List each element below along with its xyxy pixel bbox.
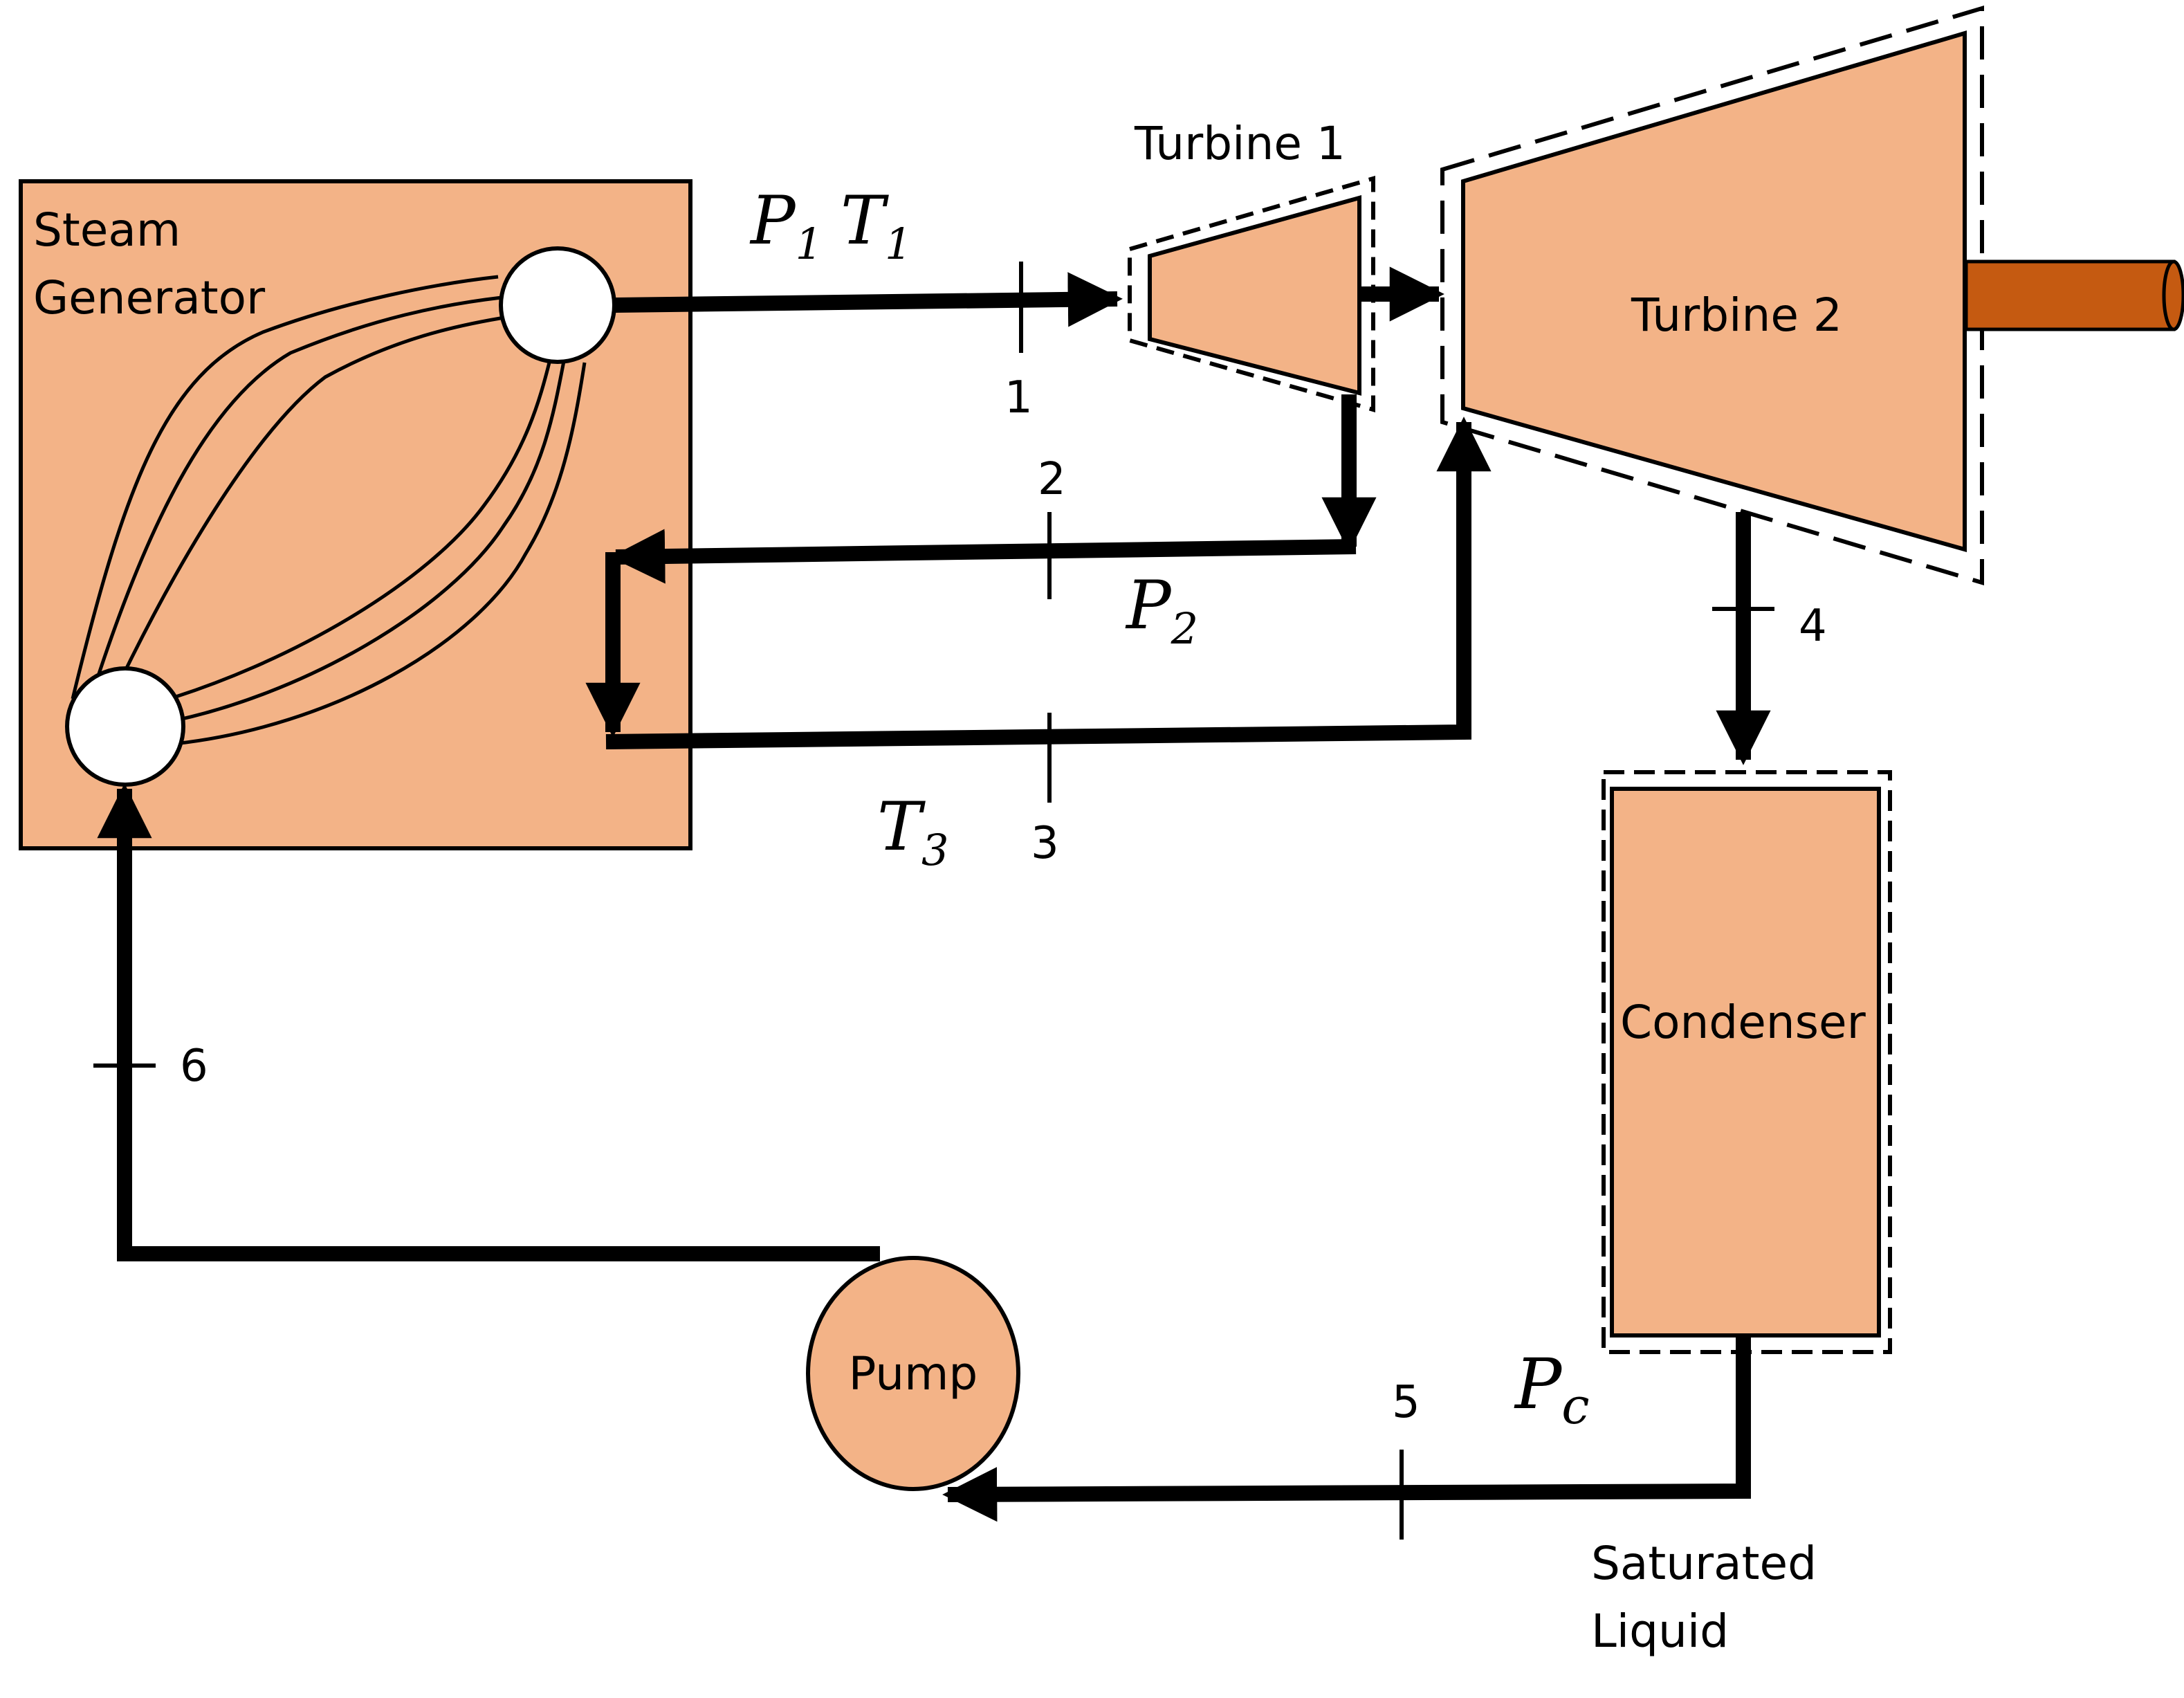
heat-exchanger-tubes — [71, 275, 587, 746]
state-label-2: 2 — [1038, 454, 1066, 505]
turbine-1: Turbine 1 — [1128, 117, 1375, 412]
water-drum — [65, 666, 185, 787]
state-label-4: 4 — [1799, 601, 1827, 652]
pump-label: Pump — [849, 1347, 978, 1400]
steam-generator-label: Steam Generator — [33, 203, 266, 325]
pipe-state-6 — [97, 783, 880, 1261]
piping — [97, 266, 1771, 1522]
turbine-2: Turbine 2 — [1440, 5, 1984, 586]
steam-drum — [499, 246, 616, 364]
state-point-labels: 1 2 3 4 5 6 — [180, 372, 1827, 1428]
variable-labels: P1 T1 P2 T3 Pc — [749, 182, 1590, 1435]
pipe-state-5 — [942, 1335, 1751, 1522]
state-label-3: 3 — [1031, 818, 1059, 869]
pipe-state-1 — [612, 272, 1123, 327]
var-p2: P2 — [1125, 567, 1198, 654]
steam-generator: Steam Generator — [19, 179, 692, 850]
turbine-1-label: Turbine 1 — [1134, 117, 1346, 170]
pipe-state-3 — [605, 417, 1492, 749]
pipe-state-2 — [610, 529, 1357, 584]
output-shaft — [1964, 259, 2184, 331]
saturated-liquid-label: Saturated Liquid — [1591, 1537, 1831, 1658]
state-label-6: 6 — [180, 1041, 208, 1092]
var-t1: T1 — [841, 182, 912, 269]
state-point-ticks — [93, 262, 1774, 1540]
var-t3: T3 — [877, 788, 948, 875]
pump: Pump — [806, 1256, 1020, 1491]
state-label-1: 1 — [1004, 372, 1033, 423]
condenser-label: Condenser — [1620, 996, 1866, 1049]
state-label-5: 5 — [1392, 1377, 1420, 1428]
condenser: Condenser — [1602, 770, 1892, 1354]
turbine-2-label: Turbine 2 — [1631, 289, 1842, 342]
var-p1: P1 — [749, 182, 823, 269]
var-pc: Pc — [1514, 1344, 1590, 1435]
